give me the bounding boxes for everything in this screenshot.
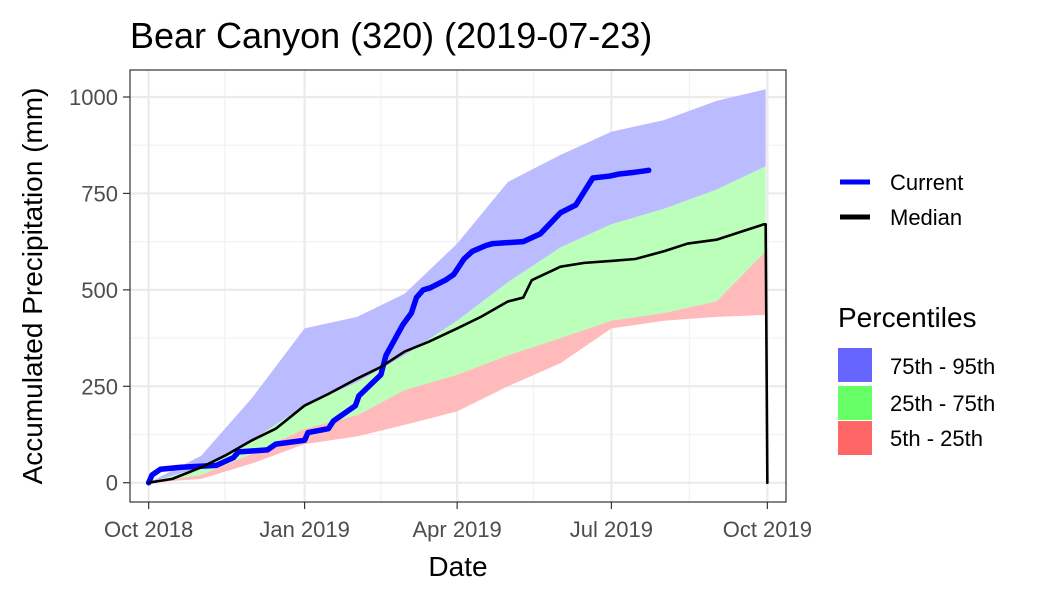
band-75th-95th (148, 89, 766, 483)
y-tick-label: 500 (81, 278, 118, 303)
legend-label-5-25: 5th - 25th (890, 426, 983, 451)
legend-label-median: Median (890, 205, 962, 230)
band-layer (148, 89, 766, 483)
legend-key-25-75 (838, 386, 872, 420)
x-tick-label: Jan 2019 (259, 517, 350, 542)
x-axis-title: Date (428, 551, 487, 582)
plot-border (129, 69, 787, 503)
y-tick-label: 750 (81, 181, 118, 206)
y-tick-label: 250 (81, 374, 118, 399)
legend-label-current: Current (890, 170, 963, 195)
chart-title: Bear Canyon (320) (2019-07-23) (130, 15, 652, 56)
legend-label-75-95: 75th - 95th (890, 354, 995, 379)
legend-percentiles: Percentiles 75th - 95th 25th - 75th 5th … (838, 302, 995, 455)
legend-key-75-95 (838, 348, 872, 382)
line-layer (145, 167, 769, 486)
series-line-median (147, 222, 769, 485)
legend-series: Current Median (840, 170, 963, 230)
y-axis-title: Accumulated Precipitation (mm) (17, 88, 48, 485)
x-tick-label: Apr 2019 (413, 517, 502, 542)
axis-layer: Oct 2018 Jan 2019 Apr 2019 Jul 2019 Oct 2019… (69, 85, 812, 542)
legend-key-5-25 (838, 421, 872, 455)
y-tick-label: 0 (106, 471, 118, 496)
legend-title-percentiles: Percentiles (838, 302, 977, 333)
series-line-current (145, 167, 652, 486)
x-tick-label: Jul 2019 (570, 517, 653, 542)
legend-label-25-75: 25th - 75th (890, 391, 995, 416)
x-tick-label: Oct 2018 (104, 517, 193, 542)
band-25th-75th (148, 166, 766, 483)
y-tick-label: 1000 (69, 85, 118, 110)
x-tick-label: Oct 2019 (723, 517, 812, 542)
